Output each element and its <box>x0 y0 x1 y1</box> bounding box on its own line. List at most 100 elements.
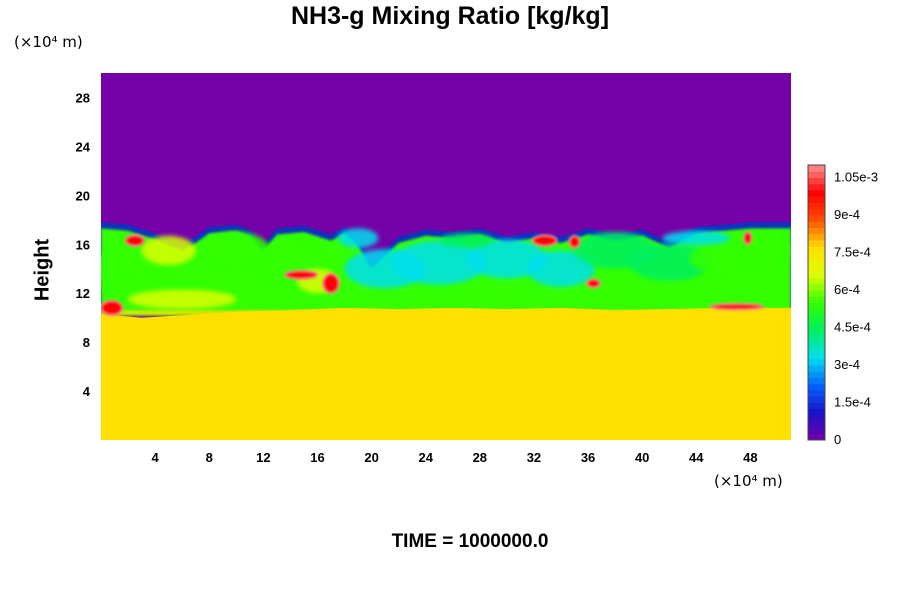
colorbar-band <box>808 415 825 422</box>
colorbar-band <box>808 202 825 210</box>
y-tick-label: 8 <box>83 335 90 350</box>
colorbar-band <box>808 227 825 235</box>
hotspot-2 <box>322 272 340 294</box>
y-tick-label: 16 <box>76 237 90 252</box>
colorbar-band <box>808 340 825 347</box>
colorbar-band <box>808 215 825 222</box>
field-patch-14 <box>337 228 379 248</box>
colorbar-band <box>808 302 825 310</box>
colorbar-band <box>808 327 825 335</box>
colorbar-tick-label: 0 <box>834 432 841 447</box>
colorbar-band <box>808 246 825 253</box>
field-patch-7 <box>391 240 487 285</box>
lower-layer <box>101 307 791 440</box>
colorbar-tick-label: 6e-4 <box>834 282 860 297</box>
colorbar-band <box>808 371 825 378</box>
chart-title: NH3-g Mixing Ratio [kg/kg] <box>290 2 610 30</box>
colorbar-band <box>808 183 825 191</box>
y-tick-label: 24 <box>76 139 91 154</box>
colorbar-band <box>808 321 825 328</box>
field-patch-3 <box>202 232 271 269</box>
hotspot-8 <box>742 231 753 246</box>
y-tick-label: 12 <box>76 286 90 301</box>
field-patch-16 <box>439 233 494 248</box>
colorbar-band <box>808 165 825 172</box>
field-patch-11 <box>628 244 710 281</box>
hotspot-7 <box>585 278 601 289</box>
x-tick-label: 44 <box>689 450 704 465</box>
colorbar-tick-label: 4.5e-4 <box>834 320 871 335</box>
x-tick-label: 36 <box>581 450 595 465</box>
hotspot-6 <box>709 302 765 311</box>
colorbar-band <box>808 296 825 303</box>
colorbar-band <box>808 390 825 397</box>
colorbar-band <box>808 352 825 360</box>
field-patch-9 <box>527 250 595 288</box>
x-tick-label: 8 <box>206 450 213 465</box>
hotspot-1 <box>101 299 124 316</box>
colorbar-band <box>808 377 825 385</box>
hotspot-5 <box>568 234 581 249</box>
colorbar: 0 1.5e-4 3e-4 4.5e-4 6e-4 7.5e-4 9e-4 1.05e-3 <box>807 164 878 447</box>
hotspot-3 <box>284 269 319 280</box>
time-label: TIME = 1000000.0 <box>391 531 549 552</box>
colorbar-band <box>808 233 825 241</box>
colorbar-band <box>808 427 825 435</box>
field-patch-8 <box>466 239 548 279</box>
colorbar-band <box>808 433 825 441</box>
colorbar-band <box>808 265 825 272</box>
field-patch-17 <box>128 289 237 310</box>
colorbar-band <box>808 408 825 416</box>
x-tick-label: 32 <box>527 450 541 465</box>
colorbar-band <box>808 196 825 203</box>
colorbar-band <box>808 402 825 410</box>
x-tick-label: 12 <box>256 450 270 465</box>
colorbar-tick-label: 1.05e-3 <box>834 170 878 185</box>
colorbar-band <box>808 308 825 316</box>
colorbar-band <box>808 346 825 353</box>
y-axis-ticks: 4 8 12 16 20 24 28 <box>76 90 91 399</box>
y-axis-unit-label: (×10⁴ m) <box>14 33 83 51</box>
colorbar-band <box>808 277 825 285</box>
colorbar-tick-label: 1.5e-4 <box>834 395 871 410</box>
colorbar-band <box>808 358 825 366</box>
colorbar-tick-label: 9e-4 <box>834 207 860 222</box>
y-tick-label: 4 <box>83 384 91 399</box>
heatmap-field <box>101 73 791 440</box>
x-axis-ticks: 4 8 12 16 20 24 28 32 36 40 44 48 <box>152 450 758 465</box>
colorbar-band <box>808 190 825 197</box>
colorbar-tick-label: 7.5e-4 <box>834 245 871 260</box>
colorbar-band <box>808 177 825 185</box>
colorbar-band <box>808 365 825 372</box>
y-tick-label: 28 <box>76 90 90 105</box>
colorbar-frame <box>807 164 826 441</box>
x-tick-label: 40 <box>635 450 649 465</box>
colorbar-band <box>808 252 825 260</box>
colorbar-band <box>808 171 825 178</box>
x-tick-label: 24 <box>418 450 433 465</box>
field-patch-1 <box>141 235 196 266</box>
colorbar-band <box>808 271 825 278</box>
hotspot-4 <box>531 234 558 247</box>
colorbar-band <box>808 315 825 322</box>
colorbar-band <box>808 290 825 297</box>
colorbar-band <box>808 283 825 291</box>
colorbar-tick-label: 3e-4 <box>834 357 860 372</box>
field-patch-15 <box>662 230 731 246</box>
lower-layer-edge <box>101 310 791 316</box>
x-tick-label: 16 <box>310 450 324 465</box>
x-axis-unit-label: (×10⁴ m) <box>714 472 783 490</box>
x-tick-label: 48 <box>743 450 757 465</box>
colorbar-band <box>808 383 825 391</box>
x-tick-label: 20 <box>364 450 378 465</box>
colorbar-band <box>808 240 825 247</box>
colorbar-band <box>808 208 825 216</box>
x-tick-label: 28 <box>473 450 487 465</box>
colorbar-band <box>808 396 825 403</box>
colorbar-band <box>808 221 825 228</box>
x-tick-label: 4 <box>152 450 160 465</box>
hotspot-0 <box>124 234 146 247</box>
y-tick-label: 20 <box>76 188 90 203</box>
colorbar-band <box>808 333 825 341</box>
